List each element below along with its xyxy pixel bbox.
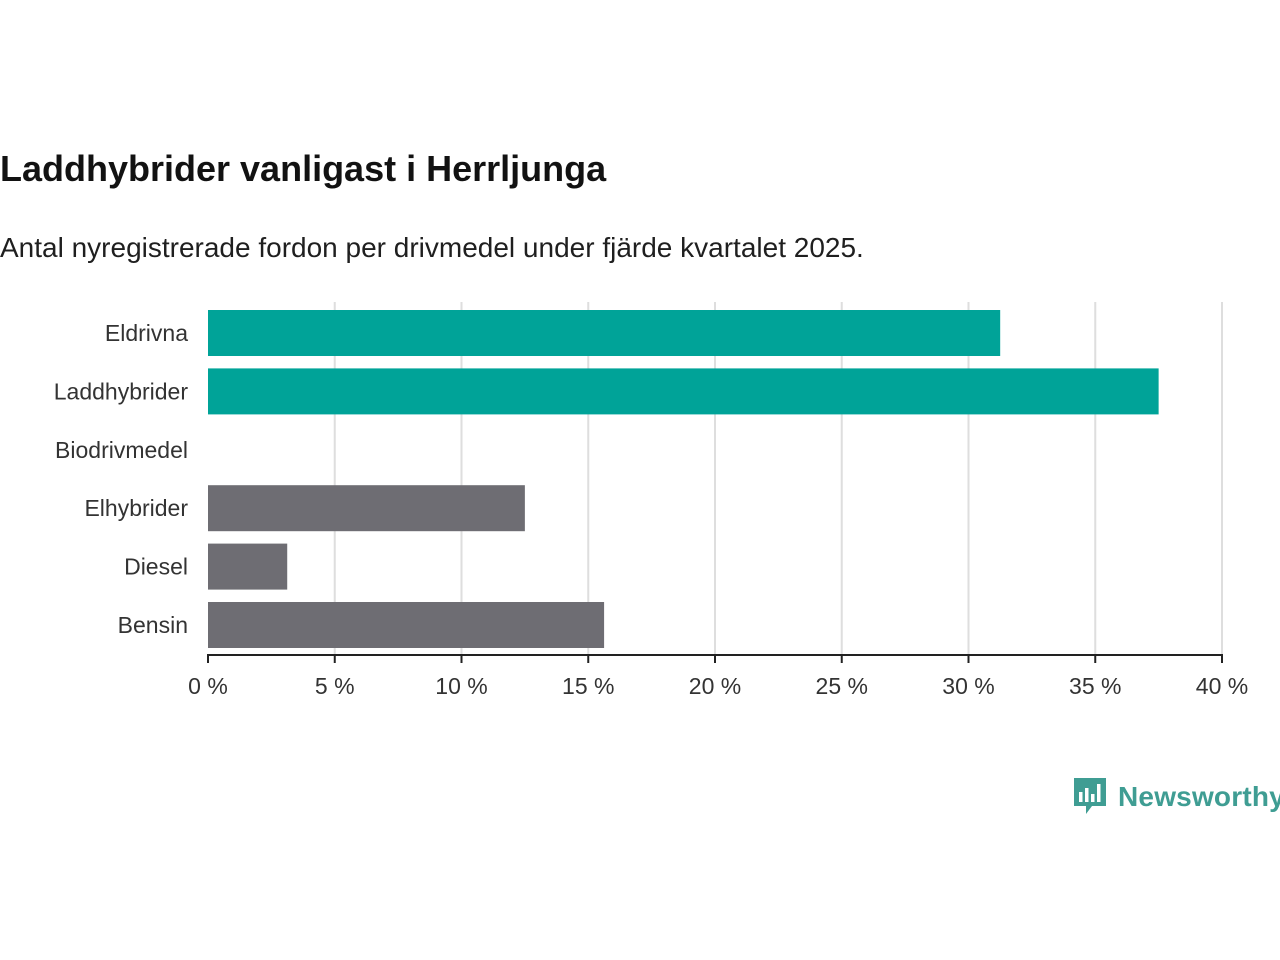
- x-tick-label: 30 %: [942, 673, 994, 699]
- category-label: Bensin: [118, 612, 188, 638]
- chart-subtitle: Antal nyregistrerade fordon per drivmede…: [0, 232, 864, 263]
- x-tick-label: 5 %: [315, 673, 355, 699]
- bar-diesel: [208, 543, 288, 590]
- x-tick-label: 10 %: [435, 673, 487, 699]
- newsworthy-logo-icon: [1074, 778, 1106, 814]
- x-tick-label: 25 %: [816, 673, 868, 699]
- gridlines: [333, 302, 1223, 655]
- category-label: Eldrivna: [105, 320, 188, 346]
- x-tick-label: 0 %: [188, 673, 228, 699]
- chart-title: Laddhybrider vanligast i Herrljunga: [0, 148, 607, 189]
- category-label: Diesel: [124, 554, 188, 580]
- x-axis: 0 % 5 % 10 % 15 % 20 % 25 % 30 % 35 % 40 %: [188, 654, 1248, 699]
- category-label: Elhybrider: [84, 495, 188, 521]
- bar-elhybrider: [208, 485, 525, 532]
- bars: [208, 310, 1159, 648]
- x-tick-label: 15 %: [562, 673, 614, 699]
- category-label: Laddhybrider: [54, 378, 189, 404]
- x-tick-label: 40 %: [1196, 673, 1248, 699]
- newsworthy-brand: Newsworthy: [1072, 776, 1280, 818]
- x-tick-label: 20 %: [689, 673, 741, 699]
- category-label: Biodrivmedel: [55, 437, 188, 463]
- brand-name: Newsworthy: [1118, 781, 1280, 812]
- x-tick-label: 35 %: [1069, 673, 1121, 699]
- category-labels: Eldrivna Laddhybrider Biodrivmedel Elhybrid…: [54, 320, 189, 638]
- bar-laddhybrider: [208, 368, 1159, 415]
- bar-eldrivna: [208, 310, 1001, 356]
- bar-bensin: [208, 602, 605, 648]
